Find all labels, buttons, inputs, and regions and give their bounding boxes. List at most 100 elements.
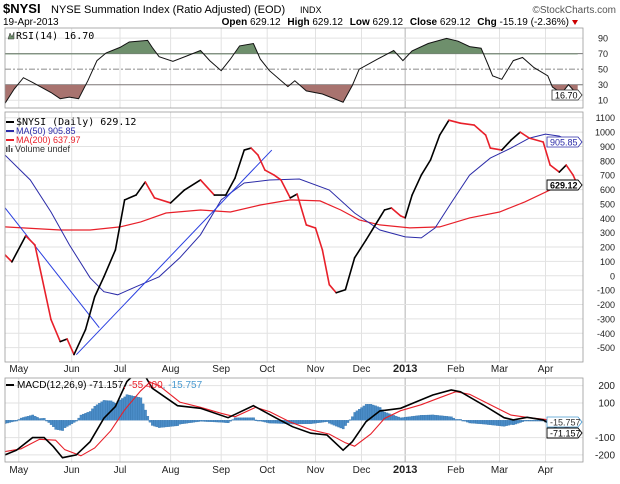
macd-histogram-bar — [95, 404, 99, 421]
x-tick-label: Feb — [447, 364, 465, 375]
macd-histogram-bar — [337, 420, 340, 428]
macd-histogram-bar — [459, 419, 462, 421]
macd-histogram-bar — [10, 420, 14, 423]
ma50-value-tag: 905.85 — [546, 136, 583, 148]
macd-histogram-bar — [305, 420, 308, 424]
macd-histogram-bar — [489, 420, 492, 425]
macd-y-tick-label: 100 — [598, 398, 615, 409]
macd-histogram-bar — [475, 420, 478, 424]
macd-histogram-bar — [505, 420, 508, 426]
macd-histogram-bar — [420, 415, 423, 421]
macd-histogram-bar — [532, 420, 536, 422]
macd-histogram-bar — [424, 414, 428, 421]
macd-histogram-bar — [84, 413, 87, 421]
price-line-segment — [123, 194, 137, 201]
macd-histogram-bar — [185, 420, 189, 424]
rsi-tag-text: 16.70 — [555, 91, 578, 101]
x-tick-label: Oct — [259, 465, 275, 476]
rsi-oversold-fill — [5, 84, 578, 104]
macd-histogram-bar — [82, 413, 85, 421]
macd-histogram-bar — [222, 420, 225, 423]
price-legend-label: $NYSI (Daily) 629.12 — [16, 117, 136, 128]
macd-histogram-bar — [8, 420, 12, 423]
price-line-segment — [353, 239, 367, 259]
macd-histogram-bar — [63, 420, 67, 428]
macd-histogram-bar — [75, 420, 78, 422]
x-tick-label: Mar — [491, 465, 509, 476]
price-y-tick-label: 700 — [600, 171, 615, 181]
macd-histogram-bar — [463, 420, 467, 422]
copyright: ©StockCharts.com — [532, 5, 616, 16]
macd-histogram-bar — [155, 420, 159, 428]
price-line-segment — [344, 257, 356, 291]
macd-histogram-bar — [56, 420, 60, 430]
macd-histogram-bar — [268, 420, 271, 424]
macd-histogram-bar — [254, 419, 258, 421]
price-line-segment — [257, 154, 266, 171]
macd-histogram-bar — [355, 410, 359, 421]
price-line-segment — [103, 249, 117, 278]
macd-histogram-bar — [394, 416, 398, 421]
macd-histogram-bar — [91, 408, 94, 421]
price-line-segment — [489, 147, 503, 151]
macd-histogram-bar — [456, 419, 460, 421]
macd-histogram-bar — [245, 417, 248, 421]
ma200-line — [5, 183, 578, 231]
macd-line — [5, 378, 578, 459]
rsi-line — [5, 37, 579, 104]
macd-histogram-bar — [13, 420, 16, 422]
macd-histogram-bar — [93, 406, 97, 421]
price-line-segment — [273, 174, 282, 181]
macd-histogram-bar — [325, 420, 329, 422]
macd-histogram-bar — [408, 416, 412, 421]
price-line-segment — [459, 122, 476, 126]
x-tick-label: Jul — [114, 364, 127, 375]
macd-histogram-bar — [401, 417, 405, 421]
x-tick-label: Nov — [307, 465, 325, 476]
macd-histogram-bar — [312, 420, 315, 424]
x-tick-label: Mar — [491, 364, 509, 375]
macd-histogram-bar — [176, 420, 179, 426]
macd-histogram-bar — [100, 401, 104, 421]
x-tick-label: May — [9, 364, 28, 375]
macd-histogram-bar — [243, 417, 246, 421]
price-line-segment — [429, 134, 441, 161]
x-tick-label: Aug — [162, 364, 180, 375]
price-y-tick-label: 100 — [600, 257, 615, 267]
macd-histogram-bar — [512, 420, 515, 425]
macd-histogram-bar — [52, 420, 55, 427]
price-line-segment — [383, 207, 393, 211]
price-line-segment — [40, 275, 52, 321]
macd-histogram-bar — [171, 420, 175, 427]
macd-histogram-bar — [438, 415, 442, 421]
macd-histogram-bar — [15, 420, 18, 422]
macd-histogram-bar — [38, 418, 41, 421]
macd-histogram-bar — [314, 420, 317, 424]
price-line-segment — [305, 224, 317, 229]
signal-legend-value: , -55.400 — [123, 380, 163, 391]
price-line-segment — [135, 181, 147, 196]
down-triangle-icon — [572, 20, 578, 25]
ohlc-summary: Open 629.12 High 629.12 Low 629.12 Close… — [222, 17, 578, 28]
exchange: INDX — [300, 5, 322, 15]
macd-histogram-bar — [275, 420, 278, 424]
macd-histogram-bar — [266, 420, 269, 423]
macd-panel — [5, 378, 580, 459]
macd-histogram-bar — [433, 414, 437, 421]
macd-histogram-bar — [54, 420, 58, 430]
macd-histogram-bar — [36, 417, 39, 421]
macd-legend-swatch — [6, 384, 14, 386]
macd-histogram-bar — [413, 415, 416, 421]
macd-histogram-bar — [519, 420, 522, 423]
price-line-segment — [438, 119, 450, 136]
macd-histogram-bar — [477, 420, 481, 424]
macd-histogram-bar — [192, 420, 196, 423]
symbol: $NYSI — [3, 1, 41, 16]
open-value: 629.12 — [250, 17, 281, 28]
macd-histogram-bar — [341, 420, 345, 430]
macd-histogram-bar — [247, 417, 251, 421]
x-tick-label: Feb — [447, 465, 465, 476]
price-line-segment — [365, 224, 377, 241]
price-y-tick-label: 900 — [600, 142, 615, 152]
macd-histogram-bar — [436, 415, 439, 421]
